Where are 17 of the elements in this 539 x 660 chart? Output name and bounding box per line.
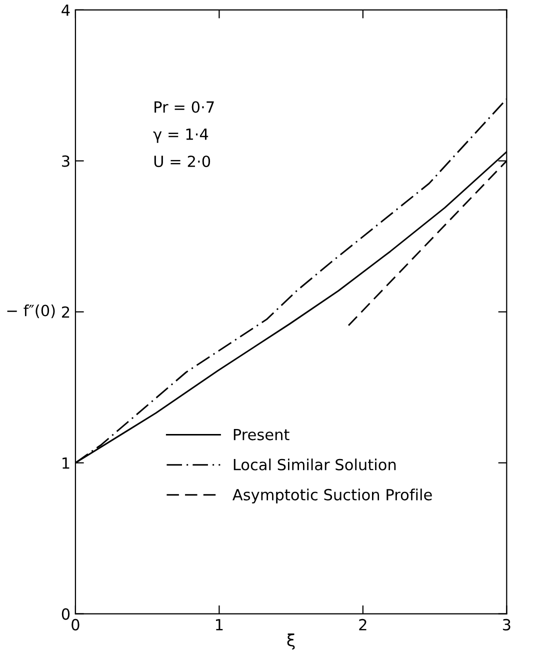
y-tick-label: 2 [62,306,70,318]
x-axis-title: ξ [287,633,295,650]
y-tick-label: 0 [62,608,70,620]
y-tick-label: 3 [62,155,70,167]
y-tick-label: 4 [62,4,70,16]
legend-label: Asymptotic Suction Profile [232,488,432,504]
x-tick-label: 3 [502,618,510,630]
x-tick-label: 2 [359,618,366,630]
annotation: U = 2·0 [154,156,210,168]
legend-label: Local Similar Solution [234,458,396,470]
y-axis-title: − f″(0) [7,304,55,318]
x-tick-label: 0 [72,618,80,630]
x-tick-label: 1 [216,619,223,630]
y-tick-label: 1 [62,457,70,469]
annotation: γ = 1·4 [153,128,208,143]
legend-label: Present [234,428,290,440]
annotation: Pr = 0·7 [154,101,214,113]
